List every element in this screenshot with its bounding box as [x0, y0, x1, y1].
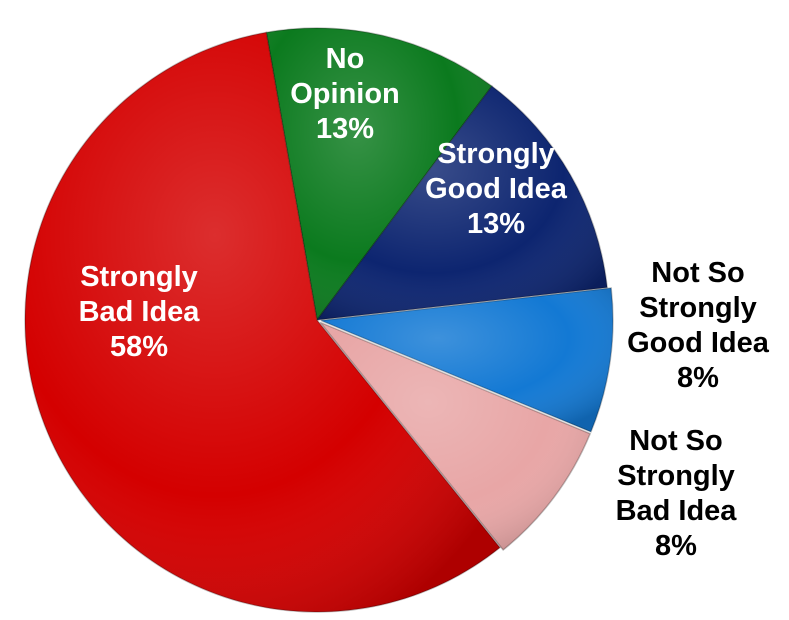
slice-shading-strongly-bad-idea: [25, 32, 500, 612]
label-strongly-bad-idea: Strongly Bad Idea 58%: [79, 261, 201, 363]
label-line: Good Idea: [425, 173, 568, 205]
label-strongly-good-idea: Strongly Good Idea 13%: [425, 138, 568, 240]
label-percent: 8%: [655, 530, 697, 562]
pie-labels: No Opinion 13%Strongly Good Idea 13%Not So St…: [79, 43, 770, 562]
label-line: Strongly: [80, 261, 198, 293]
label-percent: 13%: [467, 208, 525, 240]
label-line: Good Idea: [627, 327, 770, 359]
slice-shading-not-so-strongly-bad-idea: [320, 322, 591, 550]
label-not-so-strongly-good-idea: Not So Strongly Good Idea 8%: [627, 257, 770, 394]
label-percent: 13%: [316, 113, 374, 145]
label-line: Not So: [629, 425, 722, 457]
label-line: Not So: [651, 257, 744, 289]
label-line: Opinion: [290, 78, 400, 110]
label-not-so-strongly-bad-idea: Not So Strongly Bad Idea 8%: [616, 425, 738, 562]
label-percent: 8%: [677, 362, 719, 394]
slice-shading-no-opinion: [266, 27, 492, 320]
pie-slices: [24, 27, 614, 613]
label-percent: 58%: [110, 331, 168, 363]
slice-shading-strongly-good-idea: [317, 86, 608, 321]
label-line: Strongly: [437, 138, 555, 170]
label-line: No: [326, 43, 365, 75]
label-line: Strongly: [639, 292, 757, 324]
label-line: Bad Idea: [79, 296, 201, 328]
label-line: Strongly: [617, 460, 735, 492]
label-line: Bad Idea: [616, 495, 738, 527]
label-no-opinion: No Opinion 13%: [290, 43, 400, 145]
slice-shading-not-so-strongly-good-idea: [320, 288, 613, 432]
